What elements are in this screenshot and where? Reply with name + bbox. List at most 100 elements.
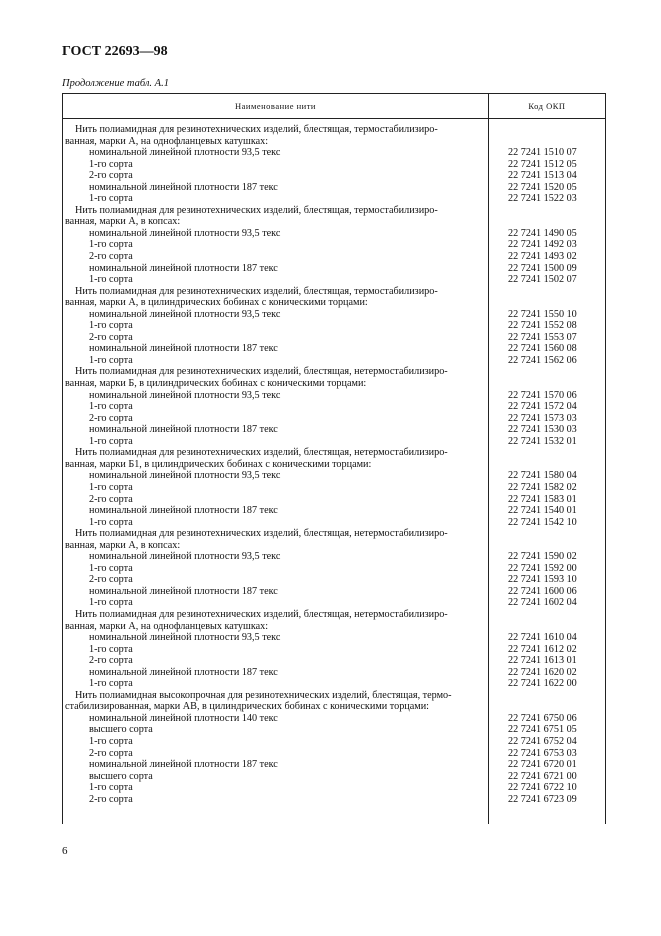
group-heading-text: ванная, марки А, в цилиндрических бобина… <box>65 297 368 309</box>
okp-code-cell: 22 7241 6721 00 <box>508 770 577 782</box>
table-row: номинальной линейной плотности 187 текс 2… <box>63 182 605 194</box>
group-heading-text: ванная, марки Б, в цилиндрических бобина… <box>65 378 367 390</box>
table-row: 1-го сорта 22 7241 1532 01 <box>63 436 605 448</box>
okp-code-cell: 22 7241 1582 02 <box>508 481 577 493</box>
table-row: номинальной линейной плотности 187 текс 2… <box>63 667 605 679</box>
empty-code-cell <box>488 216 605 228</box>
table-row: 1-го сорта 22 7241 1582 02 <box>63 482 605 494</box>
okp-code-cell: 22 7241 1502 07 <box>508 274 577 286</box>
thread-name-cell: номинальной линейной плотности 187 текс <box>89 666 278 678</box>
table-row: номинальной линейной плотности 93,5 текс… <box>63 470 605 482</box>
okp-code-cell: 22 7241 1550 10 <box>508 308 577 320</box>
okp-code-cell: 22 7241 1592 00 <box>508 562 577 574</box>
thread-name-cell: номинальной линейной плотности 93,5 текс <box>89 389 281 401</box>
group-heading-row: Нить полиамидная для резинотехнических и… <box>63 286 605 298</box>
group-heading-row: Нить полиамидная для резинотехнических и… <box>63 366 605 378</box>
thread-name-cell: 2-го сорта <box>89 331 133 343</box>
empty-code-cell <box>488 378 605 390</box>
okp-code-cell: 22 7241 1602 04 <box>508 597 577 609</box>
empty-code-cell <box>488 690 605 702</box>
thread-name-cell: 2-го сорта <box>89 493 133 505</box>
group-heading-row: ванная, марки Б1, в цилиндрических бобин… <box>63 459 605 471</box>
table-row: 1-го сорта 22 7241 1562 06 <box>63 355 605 367</box>
group-heading-text: Нить полиамидная для резинотехнических и… <box>75 528 448 540</box>
okp-code-cell: 22 7241 1542 10 <box>508 516 577 528</box>
thread-name-cell: номинальной линейной плотности 93,5 текс <box>89 551 281 563</box>
document-title: ГОСТ 22693—98 <box>62 44 168 59</box>
group-heading-row: Нить полиамидная для резинотехнических и… <box>63 205 605 217</box>
group-heading-text: Нить полиамидная для резинотехнических и… <box>75 447 448 459</box>
okp-code-cell: 22 7241 1622 00 <box>508 678 577 690</box>
group-heading-text: ванная, марки Б1, в цилиндрических бобин… <box>65 458 372 470</box>
okp-code-cell: 22 7241 1562 06 <box>508 354 577 366</box>
okp-code-cell: 22 7241 1560 08 <box>508 343 577 355</box>
empty-code-cell <box>488 621 605 633</box>
group-heading-text: стабилизированная, марки АВ, в цилиндрич… <box>65 701 429 713</box>
okp-code-cell: 22 7241 6723 09 <box>508 793 577 805</box>
thread-name-cell: номинальной линейной плотности 187 текс <box>89 585 278 597</box>
table-caption: Продолжение табл. А.1 <box>62 78 169 89</box>
table-row: 1-го сорта 22 7241 1602 04 <box>63 597 605 609</box>
group-heading-text: ванная, марки А, на однофланцевых катушк… <box>65 135 269 147</box>
empty-code-cell <box>488 136 605 148</box>
okp-code-cell: 22 7241 1600 06 <box>508 585 577 597</box>
thread-name-cell: номинальной линейной плотности 187 текс <box>89 181 278 193</box>
okp-code-cell: 22 7241 6722 10 <box>508 782 577 794</box>
empty-code-cell <box>488 286 605 298</box>
table-row: 2-го сорта 22 7241 1493 02 <box>63 251 605 263</box>
empty-code-cell <box>488 528 605 540</box>
group-heading-text: Нить полиамидная для резинотехнических и… <box>75 608 448 620</box>
okp-code-cell: 22 7241 1532 01 <box>508 435 577 447</box>
group-heading-row: ванная, марки А, на однофланцевых катушк… <box>63 136 605 148</box>
table-row: 1-го сорта 22 7241 1572 04 <box>63 401 605 413</box>
group-heading-text: ванная, марки А, в копсах: <box>65 216 181 228</box>
thread-name-cell: 2-го сорта <box>89 793 133 805</box>
table-row: 1-го сорта 22 7241 1612 02 <box>63 644 605 656</box>
thread-name-cell: 1-го сорта <box>89 516 133 528</box>
thread-name-cell: 1-го сорта <box>89 562 133 574</box>
thread-name-cell: 1-го сорта <box>89 782 133 794</box>
thread-name-cell: высшего сорта <box>89 770 153 782</box>
empty-code-cell <box>488 701 605 713</box>
table-row: номинальной линейной плотности 93,5 текс… <box>63 309 605 321</box>
okp-code-cell: 22 7241 1490 05 <box>508 227 577 239</box>
table-row: 1-го сорта 22 7241 1512 05 <box>63 159 605 171</box>
table-row: номинальной линейной плотности 187 текс 2… <box>63 505 605 517</box>
table-row: 2-го сорта 22 7241 1613 01 <box>63 655 605 667</box>
empty-code-cell <box>488 447 605 459</box>
okp-code-cell: 22 7241 1510 07 <box>508 147 577 159</box>
table-row: 2-го сорта 22 7241 1583 01 <box>63 494 605 506</box>
thread-name-cell: 1-го сорта <box>89 643 133 655</box>
okp-code-cell: 22 7241 6753 03 <box>508 747 577 759</box>
empty-code-cell <box>488 540 605 552</box>
table-row: 2-го сорта 22 7241 6723 09 <box>63 794 605 806</box>
okp-table: Наименование нити Код ОКП Нить полиамидн… <box>62 93 606 824</box>
okp-code-cell: 22 7241 1583 01 <box>508 493 577 505</box>
thread-name-cell: 2-го сорта <box>89 655 133 667</box>
thread-name-cell: 2-го сорта <box>89 170 133 182</box>
group-heading-text: ванная, марки А, в копсах: <box>65 539 181 551</box>
thread-name-cell: 1-го сорта <box>89 435 133 447</box>
okp-code-cell: 22 7241 1570 06 <box>508 389 577 401</box>
okp-code-cell: 22 7241 6751 05 <box>508 724 577 736</box>
table-body: Нить полиамидная для резинотехнических и… <box>63 119 605 824</box>
table-header: Наименование нити Код ОКП <box>63 94 605 119</box>
empty-code-cell <box>488 297 605 309</box>
okp-code-cell: 22 7241 6750 06 <box>508 712 577 724</box>
thread-name-cell: 1-го сорта <box>89 158 133 170</box>
page-number: 6 <box>62 845 68 857</box>
table-row: 2-го сорта 22 7241 1593 10 <box>63 574 605 586</box>
okp-code-cell: 22 7241 1580 04 <box>508 470 577 482</box>
table-row: номинальной линейной плотности 187 текс 2… <box>63 263 605 275</box>
table-row: номинальной линейной плотности 187 текс 2… <box>63 343 605 355</box>
column-divider <box>488 119 489 824</box>
empty-code-cell <box>488 205 605 217</box>
okp-code-cell: 22 7241 1500 09 <box>508 262 577 274</box>
thread-name-cell: 1-го сорта <box>89 239 133 251</box>
table-row: номинальной линейной плотности 93,5 текс… <box>63 390 605 402</box>
empty-code-cell <box>488 366 605 378</box>
empty-code-cell <box>488 609 605 621</box>
thread-name-cell: 2-го сорта <box>89 412 133 424</box>
thread-name-cell: 1-го сорта <box>89 481 133 493</box>
